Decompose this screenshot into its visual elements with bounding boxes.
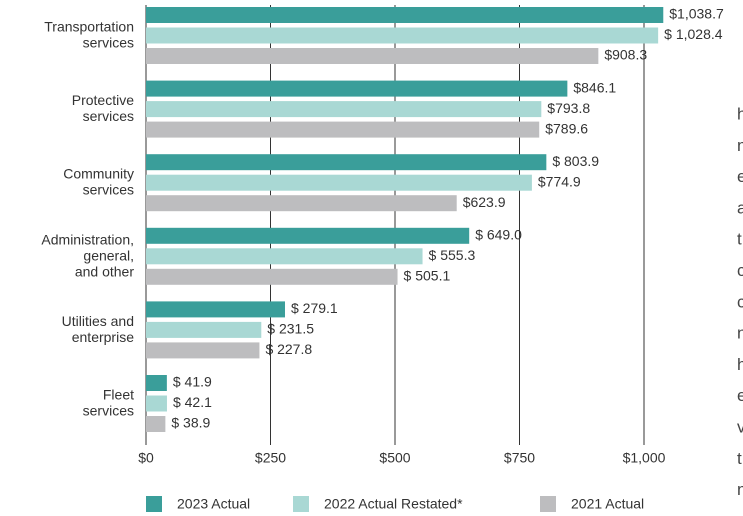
- bar: [146, 101, 542, 118]
- category-label-line: Community: [63, 165, 134, 181]
- value-label: $774.9: [538, 173, 581, 189]
- category-label-line: services: [83, 402, 134, 418]
- margin-text: n: [737, 324, 743, 343]
- x-tick-label: $0: [138, 450, 154, 466]
- margin-text: a: [737, 198, 743, 217]
- value-label: $908.3: [604, 47, 647, 63]
- value-label: $ 1,028.4: [664, 26, 723, 42]
- margin-text: e: [737, 386, 743, 405]
- bar: [146, 395, 167, 412]
- x-tick-label: $500: [379, 450, 410, 466]
- margin-text: h: [737, 355, 743, 374]
- category-label-line: Fleet: [103, 386, 134, 402]
- category-label: Utilities and enterprise: [62, 313, 135, 345]
- category-label-line: Transportation: [44, 18, 134, 34]
- category-label-line: enterprise: [72, 329, 134, 345]
- value-label: $846.1: [573, 79, 616, 95]
- value-label: $ 42.1: [173, 394, 212, 410]
- value-label: $793.8: [547, 100, 590, 116]
- value-label: $1,038.7: [669, 6, 724, 22]
- margin-text: v: [737, 417, 743, 436]
- value-label: $ 227.8: [265, 341, 312, 357]
- bar: [146, 375, 167, 391]
- margin-text: t: [737, 230, 742, 249]
- bar: [146, 174, 532, 191]
- value-label: $ 279.1: [291, 300, 338, 316]
- category-label: Administration, general, and other: [41, 231, 134, 279]
- legend-swatch: [540, 496, 556, 512]
- bar: [146, 27, 659, 44]
- value-label: $ 555.3: [429, 247, 476, 263]
- margin-text: n: [737, 136, 743, 155]
- value-label: $ 231.5: [267, 321, 314, 337]
- margin-text: h: [737, 104, 743, 123]
- category-label-line: Administration,: [41, 231, 134, 247]
- category-label-line: and other: [75, 263, 134, 279]
- bar: [146, 416, 166, 432]
- category-label: Community services: [63, 165, 134, 197]
- x-tick-label: $1,000: [623, 450, 666, 466]
- x-tick-label: $750: [504, 450, 535, 466]
- category-label: Transportation services: [44, 18, 134, 50]
- category-label: Fleet services: [83, 386, 134, 418]
- bar: [146, 7, 664, 23]
- margin-text: c: [737, 292, 743, 311]
- value-label: $ 505.1: [404, 268, 451, 284]
- margin-text: t: [737, 449, 742, 468]
- legend-swatch: [146, 496, 162, 512]
- bar: [146, 248, 423, 265]
- margin-text: c: [737, 261, 743, 280]
- legend-label: 2022 Actual Restated*: [324, 496, 463, 512]
- category-label-line: services: [83, 34, 134, 50]
- bar: [146, 195, 457, 212]
- category-label-line: Utilities and: [62, 313, 134, 329]
- value-label: $623.9: [463, 194, 506, 210]
- bar: [146, 342, 260, 359]
- bar: [146, 227, 470, 244]
- margin-text: e: [737, 167, 743, 186]
- bar: [146, 321, 262, 338]
- legend-label: 2021 Actual: [571, 496, 644, 512]
- bar: [146, 80, 568, 97]
- value-label: $ 803.9: [552, 153, 599, 169]
- value-label: $789.6: [545, 120, 588, 136]
- value-label: $ 38.9: [171, 415, 210, 431]
- bar: [146, 48, 599, 64]
- category-label: Protective services: [72, 92, 134, 124]
- value-label: $ 649.0: [475, 227, 522, 243]
- value-label: $ 41.9: [173, 374, 212, 390]
- bar: [146, 154, 547, 171]
- bar: [146, 121, 540, 138]
- category-label-line: Protective: [72, 92, 134, 108]
- legend-label: 2023 Actual: [177, 496, 250, 512]
- x-tick-label: $250: [255, 450, 286, 466]
- category-label-line: services: [83, 181, 134, 197]
- category-label-line: general,: [83, 247, 134, 263]
- bar: [146, 268, 398, 285]
- legend-swatch: [293, 496, 309, 512]
- bar: [146, 301, 285, 318]
- category-label-line: services: [83, 108, 134, 124]
- margin-text: n: [737, 480, 743, 499]
